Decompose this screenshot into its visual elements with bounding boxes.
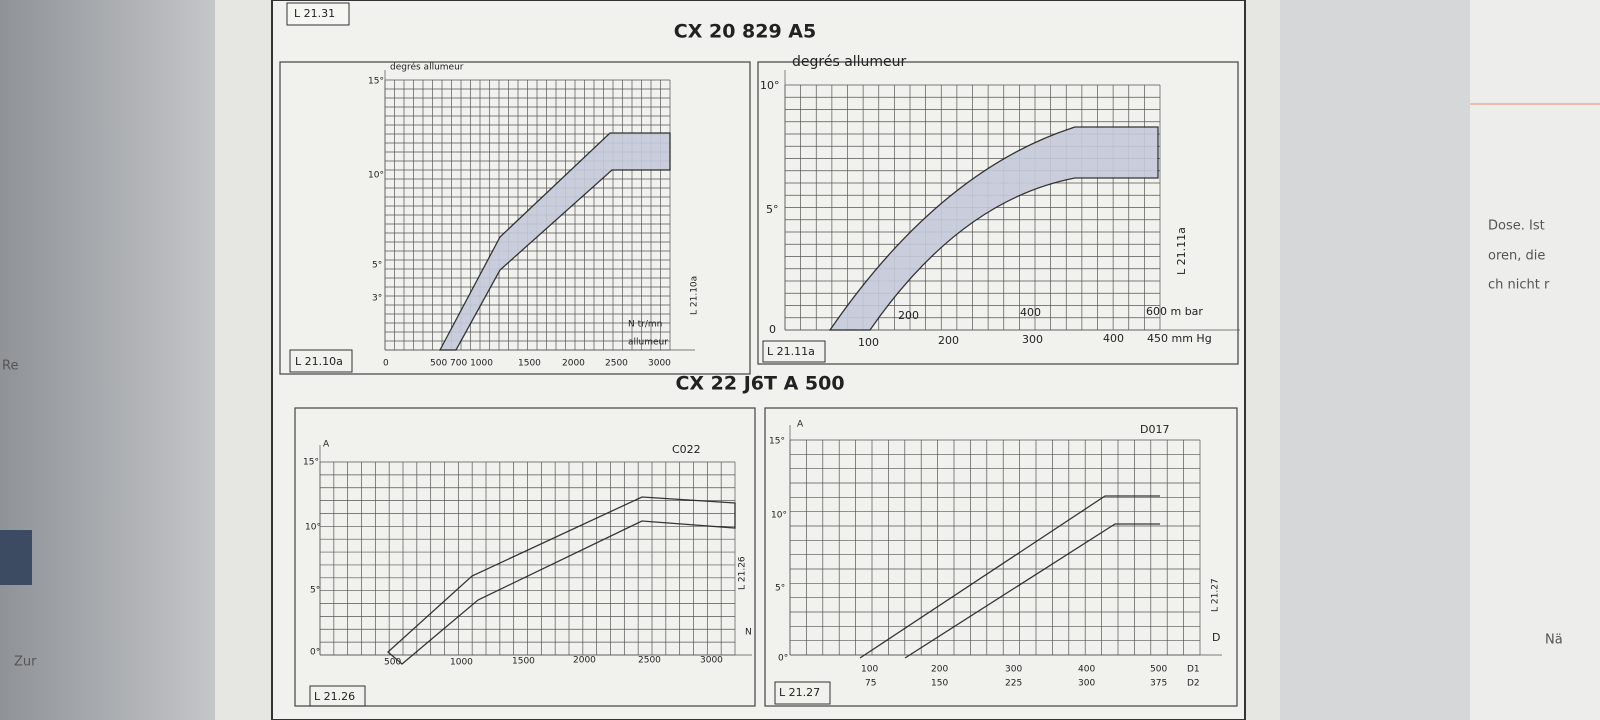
code-box [774,681,831,705]
x-tick-label: 2500 [638,656,661,666]
x-tick-label: 300 [1078,679,1095,689]
x-label: allumeur [628,338,668,348]
side-code: L 21.10a [690,276,700,315]
y-tick-label: 15° [769,437,785,447]
x-tick-label: 200 [931,665,948,675]
panel [279,61,751,375]
y-label: A [797,420,804,430]
x-tick-label: 400 [1078,665,1095,675]
code-box [289,349,353,373]
curve-code: D017 [1140,423,1169,436]
x-tick-label: 3000 [648,359,671,369]
subtitle: CX 22 J6T A 500 [675,373,844,395]
y-tick-label: 15° [368,77,384,87]
y-tick-label: 0° [778,654,788,664]
y-tick-label: 0° [310,648,320,658]
panel [764,407,1238,707]
code: L 21.27 [779,686,820,699]
code-box [762,340,826,363]
y-tick-label: 5° [775,584,785,594]
x-tick-label: 100 [858,336,879,349]
x-label: N tr/mn [628,320,662,330]
x-tick-label: 1000 [450,658,473,668]
x-tick-label: D1 [1187,665,1200,675]
advance-band [859,495,1160,659]
x-tick-label: 3000 [700,656,723,666]
x-tick-label: 225 [1005,679,1022,689]
x-tick-label: 300 [1005,665,1022,675]
x-tick-label: 500 [1150,665,1167,675]
advance-band [387,496,736,665]
x-tick-label: 2000 [573,656,596,666]
code: L 21.10a [295,355,343,368]
x-label: D [1212,631,1220,644]
y-tick-label: 5° [310,586,320,596]
x-tick-label: D2 [1187,679,1200,689]
side-text: Zur [14,655,37,670]
advance-band [828,126,1159,331]
right-pane [1280,0,1470,720]
code: L 21.26 [314,690,355,703]
x-tick-label: 500 700 1000 [430,359,493,369]
x-tick-label: 500 [384,658,401,668]
y-tick-label: 5° [766,203,779,216]
left-pane [0,0,215,720]
x-tick-label: 200 [938,334,959,347]
x-tick-label: 400 [1020,306,1041,319]
y-label: degrés allumeur [390,62,464,73]
x-label: N [745,628,752,638]
y-tick-label: 0 [769,323,776,336]
x-tick-label: 75 [865,679,876,689]
header-box [286,2,350,26]
x-tick-label: 100 [861,665,878,675]
y-label: degrés allumeur [792,54,907,70]
side-text: Nä [1545,633,1563,648]
side-text: Dose. Ist [1488,219,1545,234]
thumbnail [0,530,32,585]
side-text: ch nicht r [1488,278,1550,293]
x-tick-label: 0 [383,359,389,369]
side-text: Re [2,359,18,374]
code: L 21.11a [767,345,815,358]
advance-band [438,132,671,351]
x-tick-label: 600 m bar [1146,305,1203,318]
x-tick-label: 200 [898,309,919,322]
x-tick-label: 400 [1103,332,1124,345]
code-box [309,685,366,707]
y-label: A [323,440,330,450]
side-code: L 21.11a [1175,227,1188,275]
side-code: L 21.26 [738,556,748,590]
x-tick-label: 2000 [562,359,585,369]
x-tick-label: 375 [1150,679,1167,689]
panel [294,407,756,707]
side-code: L 21.27 [1211,578,1221,612]
y-tick-label: 3° [372,294,382,304]
side-text: oren, die [1488,249,1545,264]
x-tick-label: 450 mm Hg [1147,332,1212,345]
y-tick-label: 5° [372,261,382,271]
curve-code: C022 [672,443,701,456]
x-tick-label: 300 [1022,333,1043,346]
text-pane [1470,0,1600,720]
panel [757,61,1239,365]
x-tick-label: 1500 [512,657,535,667]
x-tick-label: 2500 [605,359,628,369]
x-tick-label: 150 [931,679,948,689]
y-tick-label: 10° [771,511,787,521]
header-label: L 21.31 [294,7,335,20]
y-tick-label: 15° [303,458,319,468]
y-tick-label: 10° [368,171,384,181]
y-tick-label: 10° [760,79,780,92]
title: CX 20 829 A5 [674,21,816,43]
x-tick-label: 1500 [518,359,541,369]
y-tick-label: 10° [305,523,321,533]
